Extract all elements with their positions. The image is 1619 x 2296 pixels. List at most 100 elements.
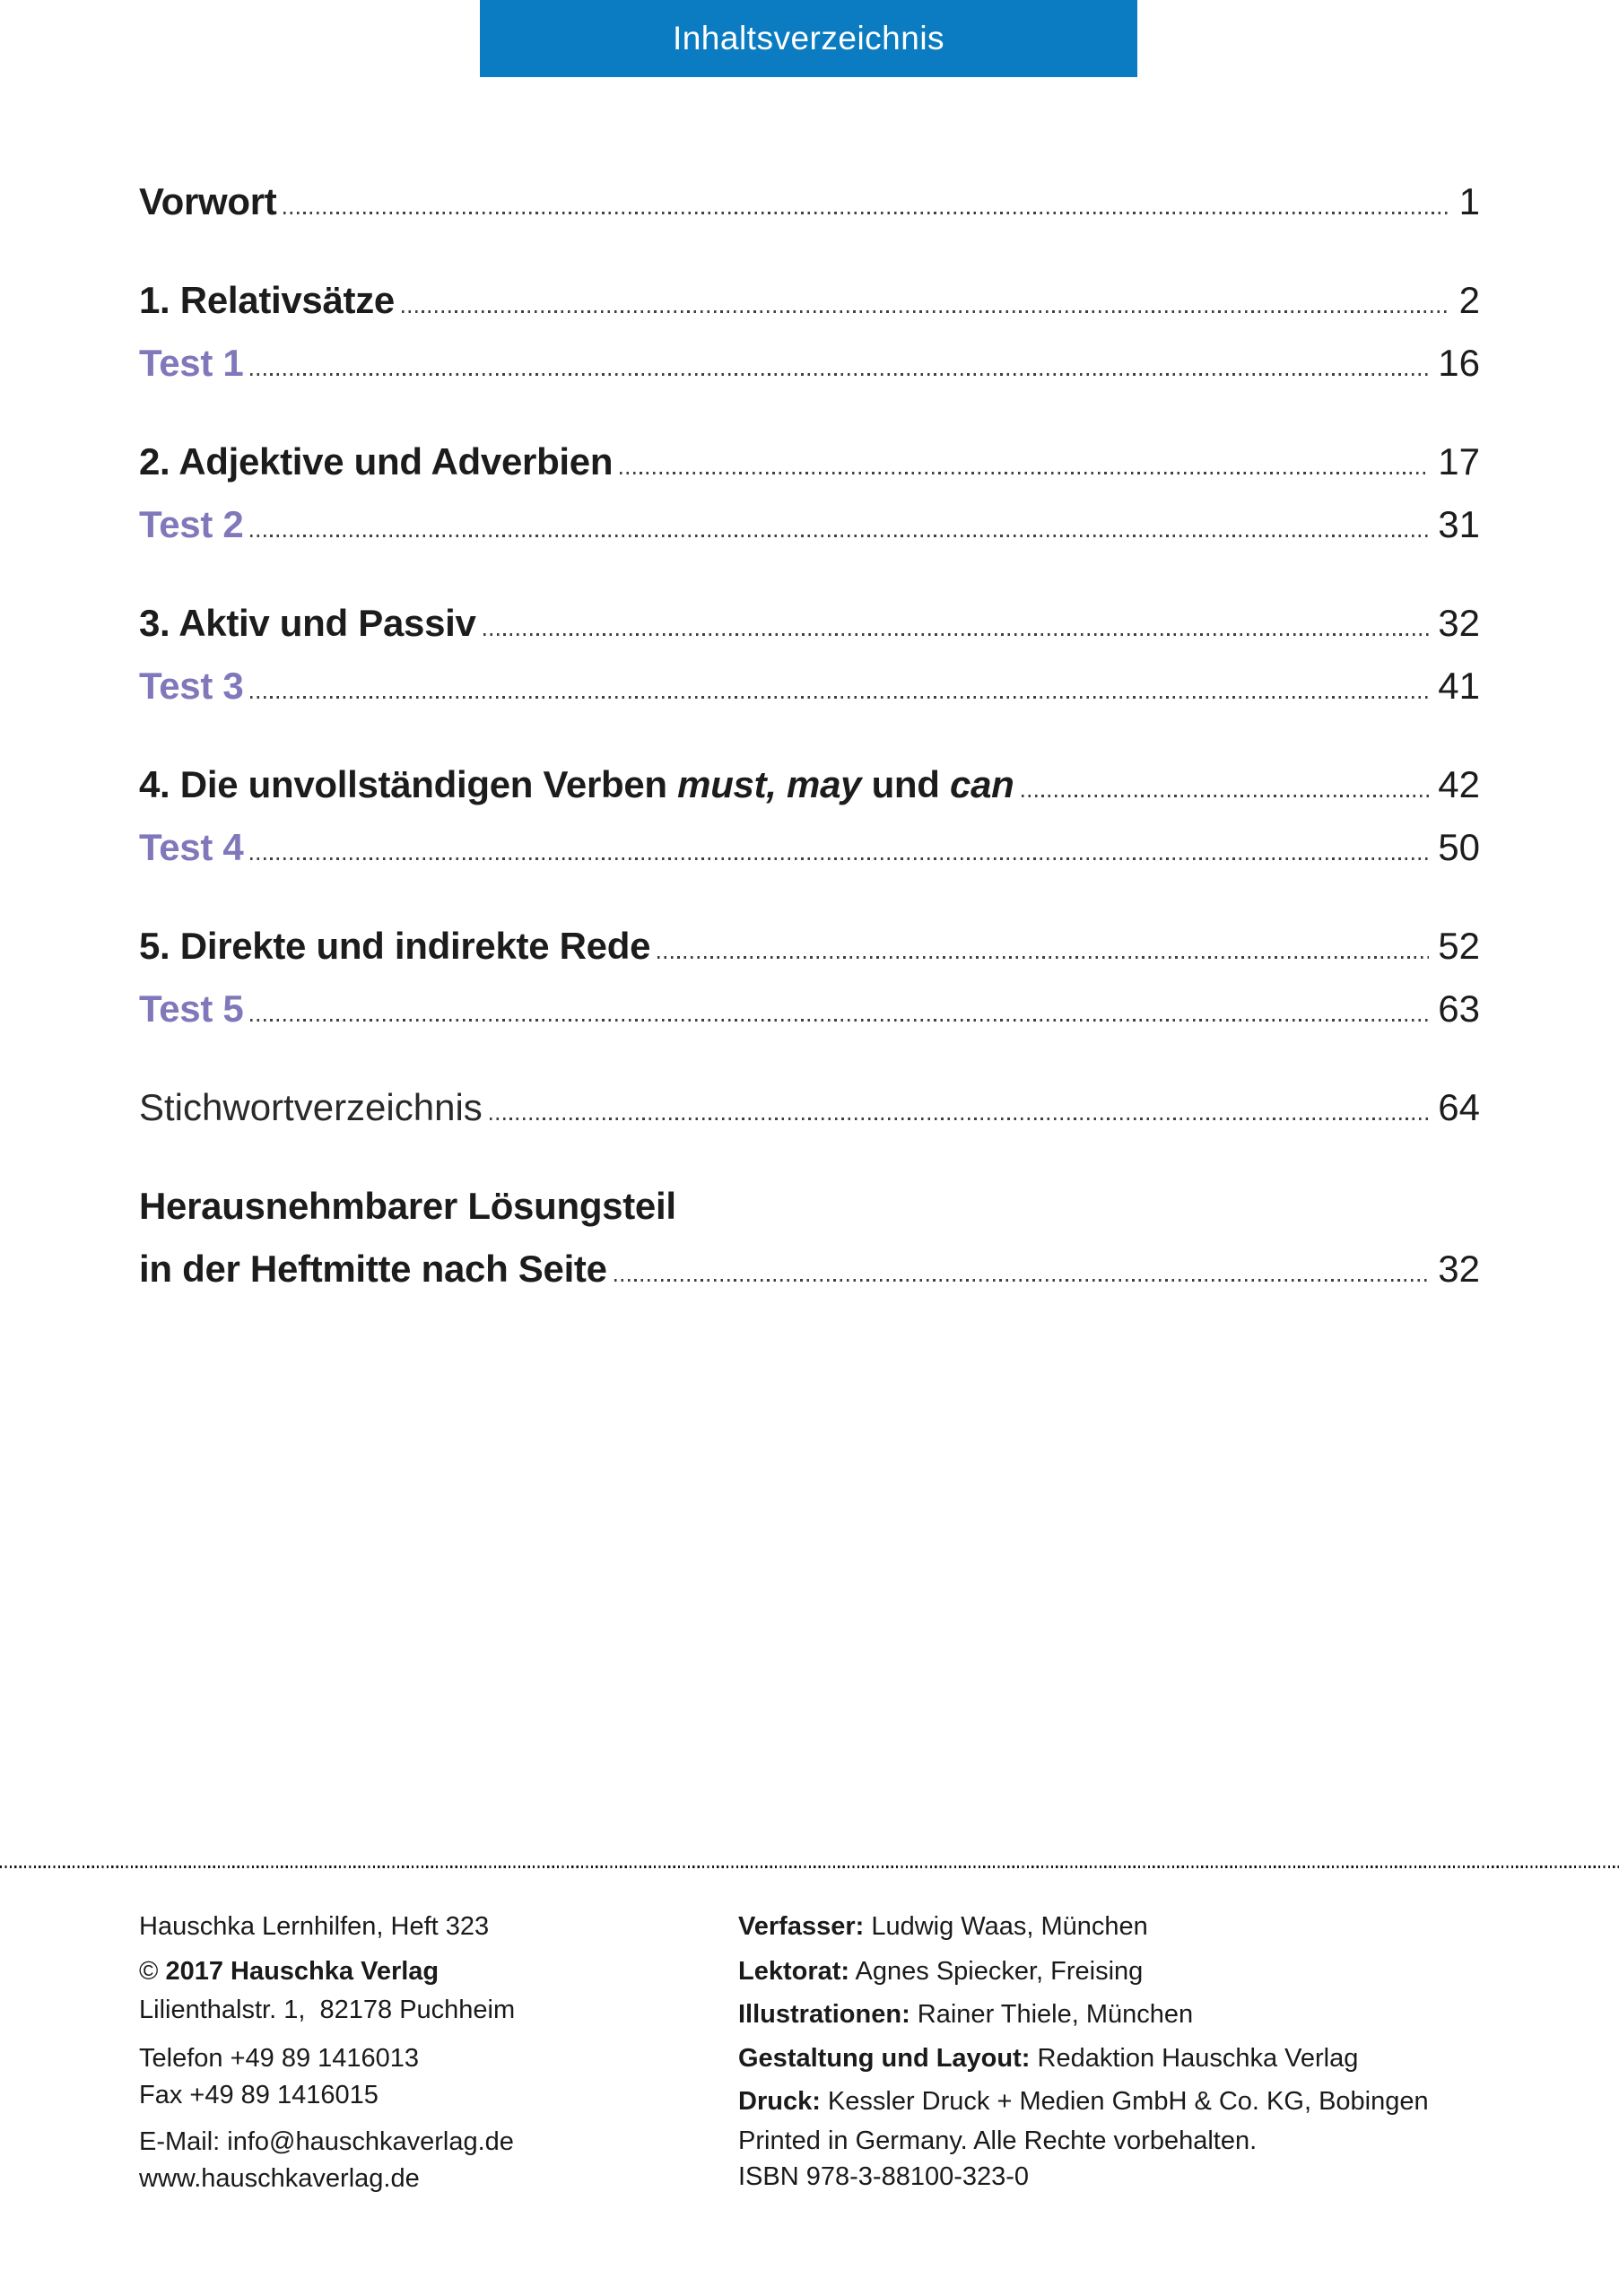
footer-line-text: Agnes Spiecker, Freising bbox=[849, 1957, 1144, 1986]
toc-label-segment: Herausnehmbarer Lösungsteil bbox=[139, 1185, 676, 1227]
toc-entry-page-number: 1 bbox=[1458, 180, 1480, 222]
toc-group: 4. Die unvollständigen Verben must, may … bbox=[139, 765, 1480, 867]
footer-publisher-info: Hauschka Lernhilfen, Heft 323 © 2017 Haus… bbox=[139, 1910, 695, 2195]
toc-label-segment: Test 5 bbox=[139, 987, 244, 1030]
toc-group: 3. Aktiv und Passiv 32 Test 3 41 bbox=[139, 604, 1480, 706]
toc-entry-page-number: 64 bbox=[1438, 1086, 1480, 1128]
footer-line: www.hauschkaverlag.de bbox=[139, 2162, 695, 2195]
footer-line-text: ISBN 978-3-88100-323-0 bbox=[738, 2162, 1030, 2191]
footer-line-label: 2017 Hauschka Verlag bbox=[165, 1957, 440, 1986]
footer-line-text: Ludwig Waas, München bbox=[864, 1912, 1148, 1941]
footer-line-text: Redaktion Hauschka Verlag bbox=[1030, 2044, 1359, 2073]
toc-entry-label: Test 2 bbox=[139, 503, 244, 545]
toc-label-segment: Test 4 bbox=[139, 826, 244, 868]
footer-line-label: Verfasser: bbox=[738, 1912, 865, 1941]
toc-label-segment: 2. Adjektive und Adverbien bbox=[139, 440, 614, 483]
dotted-leader bbox=[250, 857, 1430, 860]
dotted-leader bbox=[1021, 795, 1430, 797]
toc-entry-label: 3. Aktiv und Passiv bbox=[139, 604, 476, 643]
footer-line-text: Telefon +49 89 1416013 bbox=[139, 2044, 420, 2073]
dotted-leader bbox=[250, 373, 1430, 376]
toc-entry: 4. Die unvollständigen Verben must, may … bbox=[139, 765, 1480, 804]
footer-line-label: Illustrationen: bbox=[738, 2000, 910, 2029]
toc-label-segment: Vorwort bbox=[139, 180, 277, 222]
footer-line-label: Druck: bbox=[738, 2087, 821, 2116]
toc-label-segment: 1. Relativsätze bbox=[139, 279, 395, 321]
toc-entry-page-number: 32 bbox=[1438, 602, 1480, 644]
dotted-leader bbox=[620, 472, 1430, 474]
page-header-band: Inhaltsverzeichnis bbox=[480, 0, 1137, 77]
footer-line-text: www.hauschkaverlag.de bbox=[139, 2164, 420, 2193]
toc-entry-page-number: 2 bbox=[1458, 279, 1480, 321]
toc-label-segment: Test 3 bbox=[139, 665, 244, 707]
footer-line-text: Kessler Druck + Medien GmbH & Co. KG, Bo… bbox=[820, 2087, 1429, 2116]
footer-line-text: E-Mail: info@hauschkaverlag.de bbox=[139, 2127, 514, 2156]
footer-line: Illustrationen: Rainer Thiele, München bbox=[738, 1998, 1581, 2031]
toc-entry: Test 2 31 bbox=[139, 505, 1480, 544]
toc-entry-label: Test 1 bbox=[139, 344, 244, 383]
toc-entry: 5. Direkte und indirekte Rede 52 bbox=[139, 926, 1480, 966]
toc-group: Stichwortverzeichnis 64 bbox=[139, 1088, 1480, 1127]
footer-line-text: Hauschka Lernhilfen, Heft 323 bbox=[139, 1912, 490, 1941]
footer-line: Telefon +49 89 1416013 bbox=[139, 2042, 695, 2074]
dotted-leader bbox=[250, 1019, 1430, 1022]
toc-entry-label: Stichwortverzeichnis bbox=[139, 1088, 483, 1127]
toc-entry-label: in der Heftmitte nach Seite bbox=[139, 1249, 607, 1289]
toc-entry-page-number: 32 bbox=[1438, 1248, 1480, 1290]
toc-entry: Test 3 41 bbox=[139, 666, 1480, 706]
dotted-leader bbox=[250, 696, 1430, 699]
dotted-leader bbox=[402, 310, 1450, 313]
footer-line-label: Lektorat: bbox=[738, 1957, 850, 1986]
footer-line-text: Printed in Germany. Alle Rechte vorbehal… bbox=[738, 2126, 1258, 2155]
toc-entry: 1. Relativsätze 2 bbox=[139, 281, 1480, 320]
toc-label-segment: und bbox=[861, 763, 951, 805]
footer-line: Fax +49 89 1416015 bbox=[139, 2079, 695, 2111]
footer-credits: Verfasser: Ludwig Waas, München Lektorat:… bbox=[738, 1910, 1581, 2193]
toc-entry-label: Test 5 bbox=[139, 987, 244, 1030]
footer-divider bbox=[0, 1866, 1619, 1868]
toc-entry-page-number: 42 bbox=[1438, 763, 1480, 805]
toc-label-italic-segment: must, may bbox=[677, 763, 862, 805]
toc-group: Herausnehmbarer Lösungsteil in der Heftmi… bbox=[139, 1187, 1480, 1289]
toc-group: 2. Adjektive und Adverbien 17 Test 2 31 bbox=[139, 442, 1480, 544]
toc-entry-label: 4. Die unvollständigen Verben must, may … bbox=[139, 765, 1014, 804]
toc-entry-page-number: 31 bbox=[1438, 503, 1480, 545]
table-of-contents: Vorwort 1 1. Relativsätze 2 Test 1 16 2. Adjek… bbox=[139, 182, 1480, 1348]
footer-line: © 2017 Hauschka Verlag bbox=[139, 1955, 695, 1987]
footer-line: ISBN 978-3-88100-323-0 bbox=[738, 2161, 1581, 2193]
dotted-leader bbox=[614, 1279, 1430, 1282]
toc-group: 5. Direkte und indirekte Rede 52 Test 5 63 bbox=[139, 926, 1480, 1029]
toc-group: Vorwort 1 bbox=[139, 182, 1480, 222]
footer-line-prefix: © bbox=[139, 1957, 166, 1986]
page-title: Inhaltsverzeichnis bbox=[672, 20, 945, 57]
toc-label-segment: in der Heftmitte nach Seite bbox=[139, 1248, 607, 1290]
footer-line: E-Mail: info@hauschkaverlag.de bbox=[139, 2126, 695, 2158]
dotted-leader bbox=[283, 212, 1450, 214]
footer-line: Lilienthalstr. 1, 82178 Puchheim bbox=[139, 1994, 695, 2026]
toc-entry: Test 4 50 bbox=[139, 828, 1480, 867]
toc-entry-page-number: 52 bbox=[1438, 925, 1480, 967]
footer-line-text: Lilienthalstr. 1, 82178 Puchheim bbox=[139, 1996, 516, 2024]
toc-entry-label: 5. Direkte und indirekte Rede bbox=[139, 926, 650, 966]
footer-line: Gestaltung und Layout: Redaktion Hauschk… bbox=[738, 2042, 1581, 2074]
toc-label-italic-segment: can bbox=[950, 763, 1014, 805]
toc-entry-page-number: 50 bbox=[1438, 826, 1480, 868]
toc-entry-label: Test 3 bbox=[139, 665, 244, 707]
dotted-leader bbox=[657, 956, 1430, 959]
toc-entry-label: Herausnehmbarer Lösungsteil bbox=[139, 1187, 676, 1226]
toc-entry: 3. Aktiv und Passiv 32 bbox=[139, 604, 1480, 643]
toc-label-segment: 4. Die unvollständigen Verben bbox=[139, 763, 678, 805]
toc-entry: Stichwortverzeichnis 64 bbox=[139, 1088, 1480, 1127]
toc-entry-label: Test 4 bbox=[139, 826, 244, 868]
toc-entry-page-number: 63 bbox=[1438, 987, 1480, 1030]
toc-entry-label: Vorwort bbox=[139, 180, 277, 222]
dotted-leader bbox=[483, 633, 1430, 636]
toc-label-segment: Test 2 bbox=[139, 503, 244, 545]
footer-line: Druck: Kessler Druck + Medien GmbH & Co.… bbox=[738, 2085, 1581, 2118]
footer-line-text: Fax +49 89 1416015 bbox=[139, 2081, 379, 2109]
toc-entry-label: 2. Adjektive und Adverbien bbox=[139, 440, 614, 483]
toc-entry: Test 5 63 bbox=[139, 989, 1480, 1029]
toc-label-segment: 3. Aktiv und Passiv bbox=[139, 602, 476, 644]
toc-label-segment: Stichwortverzeichnis bbox=[139, 1086, 483, 1128]
